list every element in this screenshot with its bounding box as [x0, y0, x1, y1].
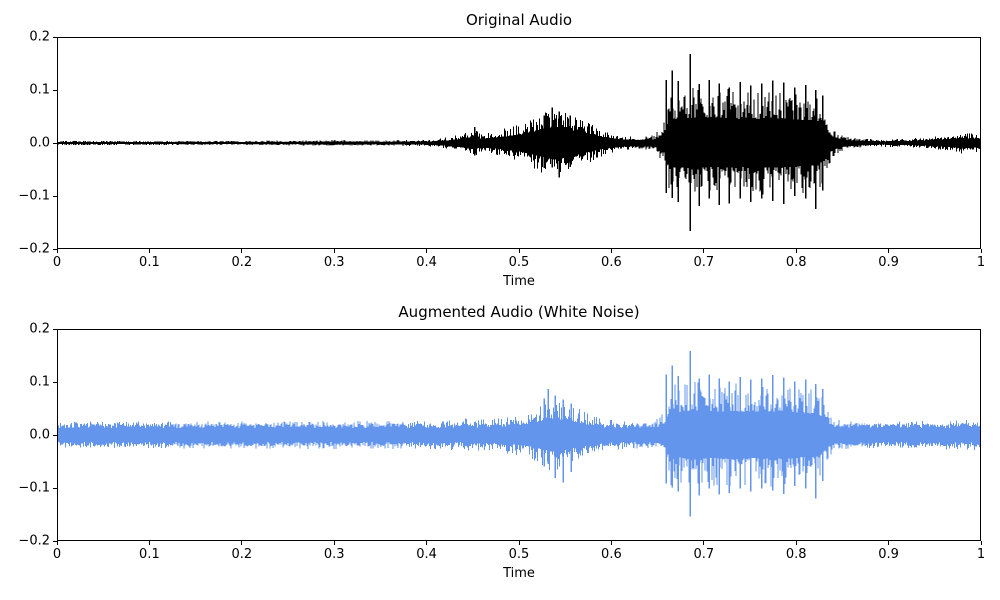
x-tick-label: 0.3 — [323, 255, 345, 270]
y-tick-label: 0.1 — [29, 82, 50, 98]
x-axis-label-augmented: Time — [503, 566, 535, 581]
x-tick-mark — [56, 541, 58, 545]
x-tick-mark — [148, 249, 150, 253]
y-tick-mark — [53, 195, 57, 197]
x-tick-label: 0.2 — [231, 255, 253, 270]
x-tick-label: 0.9 — [878, 255, 899, 270]
y-tick-label: −0.2 — [18, 533, 50, 549]
x-tick-mark — [333, 541, 335, 545]
x-tick-label: 1 — [976, 255, 986, 270]
plot-title-augmented-audio: Augmented Audio (White Noise) — [398, 303, 640, 321]
x-tick-label: 0.1 — [139, 547, 160, 562]
x-tick-label: 0.3 — [323, 547, 345, 562]
x-tick-mark — [980, 541, 982, 545]
y-tick-label: 0.2 — [29, 29, 50, 45]
x-tick-mark — [241, 249, 243, 253]
x-tick-mark — [426, 249, 428, 253]
plot-area-augmented-audio — [57, 329, 981, 541]
x-tick-mark — [703, 249, 705, 253]
x-tick-mark — [518, 249, 520, 253]
x-tick-mark — [703, 541, 705, 545]
y-tick-label: 0.1 — [29, 374, 50, 390]
x-tick-label: 0.6 — [601, 547, 622, 562]
y-tick-label: −0.1 — [18, 480, 50, 496]
x-tick-label: 0.5 — [508, 547, 530, 562]
x-tick-mark — [888, 249, 890, 253]
x-tick-label: 0.6 — [601, 255, 622, 270]
x-tick-mark — [888, 541, 890, 545]
x-tick-label: 0.5 — [508, 255, 530, 270]
y-tick-mark — [53, 142, 57, 144]
x-tick-label: 0.4 — [416, 255, 437, 270]
x-tick-label: 0.2 — [231, 547, 253, 562]
y-tick-label: −0.2 — [18, 241, 50, 257]
waveform-original-audio — [58, 53, 980, 232]
y-tick-mark — [53, 487, 57, 489]
y-tick-label: −0.1 — [18, 188, 50, 204]
x-tick-mark — [333, 249, 335, 253]
x-tick-label: 0 — [52, 255, 62, 270]
x-tick-label: 0.1 — [139, 255, 160, 270]
x-tick-mark — [518, 541, 520, 545]
y-tick-mark — [53, 434, 57, 436]
y-tick-mark — [53, 36, 57, 38]
plot-area-original-audio — [57, 37, 981, 249]
x-tick-mark — [795, 249, 797, 253]
y-tick-label: 0.2 — [29, 321, 50, 337]
y-tick-mark — [53, 381, 57, 383]
x-tick-mark — [980, 249, 982, 253]
y-tick-mark — [53, 248, 57, 250]
y-tick-mark — [53, 540, 57, 542]
x-tick-label: 0.4 — [416, 547, 437, 562]
x-tick-mark — [795, 541, 797, 545]
x-axis-label-original: Time — [503, 274, 535, 289]
x-tick-mark — [610, 249, 612, 253]
x-tick-label: 0 — [52, 547, 62, 562]
x-tick-label: 0.8 — [785, 255, 807, 270]
x-tick-label: 0.9 — [878, 547, 899, 562]
waveform-augmented-audio — [58, 351, 980, 517]
x-tick-label: 1 — [976, 547, 986, 562]
x-tick-label: 0.8 — [785, 547, 807, 562]
plot-title-original-audio: Original Audio — [465, 11, 573, 29]
x-tick-mark — [56, 249, 58, 253]
y-tick-label: 0.0 — [29, 427, 50, 443]
x-tick-label: 0.7 — [693, 547, 715, 562]
x-tick-label: 0.7 — [693, 255, 715, 270]
y-tick-label: 0.0 — [29, 135, 50, 151]
y-tick-mark — [53, 89, 57, 91]
x-tick-mark — [148, 541, 150, 545]
x-tick-mark — [610, 541, 612, 545]
x-tick-mark — [241, 541, 243, 545]
y-tick-mark — [53, 328, 57, 330]
x-tick-mark — [426, 541, 428, 545]
